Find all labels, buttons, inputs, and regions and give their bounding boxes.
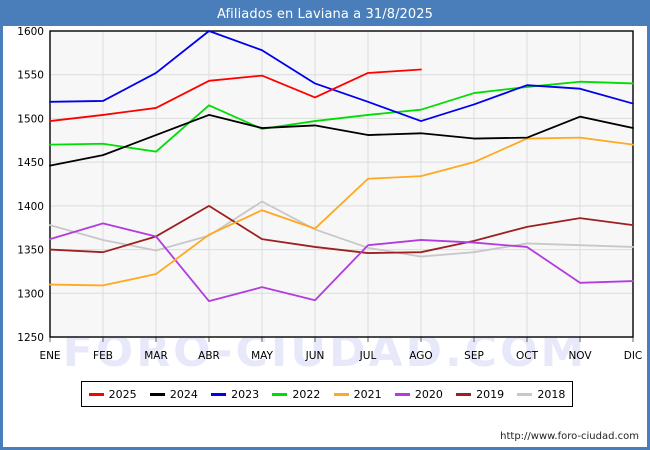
chart-legend: 2025 2024 2023 2022 2021 2020 2019 2018 <box>81 381 573 407</box>
legend-swatch-2022 <box>272 392 288 396</box>
y-axis-tick-label: 1500 <box>17 113 44 125</box>
legend-entry-2024[interactable]: 2024 <box>149 387 198 401</box>
legend-entry-2023[interactable]: 2023 <box>211 388 259 401</box>
series-line-2018[interactable] <box>49 200 634 258</box>
legend-label-2020: 2020 <box>414 387 443 401</box>
x-axis-tick-label: FEB <box>93 350 113 362</box>
legend-label-2019: 2019 <box>476 387 505 401</box>
y-axis-tick-label: 1400 <box>17 201 44 213</box>
legend-label-2024: 2024 <box>169 387 198 401</box>
legend-entry-2025[interactable]: 2025 <box>88 387 137 401</box>
legend-entry-2020[interactable]: 2020 <box>394 387 443 401</box>
y-axis-tick-label: 1250 <box>17 332 44 344</box>
y-axis-tick-label: 1450 <box>17 157 44 169</box>
x-axis-tick-label: JUN <box>305 350 325 362</box>
series-line-2025[interactable] <box>49 68 422 122</box>
legend-label-2023: 2023 <box>231 387 260 401</box>
legend-entry-2021[interactable]: 2021 <box>333 387 382 401</box>
x-axis-tick-label: ABR <box>198 350 220 362</box>
x-axis-tick-label: AGO <box>409 350 432 362</box>
legend-swatch-2023 <box>211 392 227 396</box>
y-axis-tick-label: 1300 <box>17 288 44 300</box>
legend-entry-2019[interactable]: 2019 <box>456 388 504 401</box>
legend-entry-2022[interactable]: 2022 <box>272 388 320 401</box>
x-axis-tick-label: ENE <box>39 350 60 362</box>
footer-url: http://www.foro-ciudad.com <box>500 431 639 442</box>
legend-swatch-2021 <box>333 392 349 396</box>
series-line-2023[interactable] <box>49 30 634 122</box>
legend-swatch-2025 <box>88 392 104 396</box>
x-axis-tick-label: SEP <box>464 350 484 362</box>
line-chart-svg: 1250 1300 1350 1400 1450 1500 1550 1600 ENE FEB MA… <box>17 26 643 362</box>
legend-swatch-2020 <box>394 392 410 396</box>
y-axis-tick-label: 1600 <box>17 26 44 38</box>
legend-label-2018: 2018 <box>537 387 566 401</box>
series-line-2019[interactable] <box>49 204 634 254</box>
legend-label-2021: 2021 <box>353 387 382 401</box>
series-line-2020[interactable] <box>49 222 634 303</box>
x-axis-tick-label: JUL <box>359 350 377 362</box>
chart-plot-area: FORO-CIUDAD.COM 1250 1300 1350 1400 1450 1500… <box>3 26 647 377</box>
legend-swatch-2018 <box>517 392 533 396</box>
legend-label-2025: 2025 <box>108 387 137 401</box>
x-axis-tick-label: MAY <box>251 350 273 362</box>
series-line-2021[interactable] <box>49 136 634 287</box>
x-axis-tick-label: NOV <box>568 350 592 362</box>
page-title: Afiliados en Laviana a 31/8/2025 <box>3 3 647 26</box>
x-axis-tick-label: MAR <box>144 350 168 362</box>
plot-frame <box>49 30 634 338</box>
plot-background <box>50 31 633 337</box>
x-axis-tick-label: OCT <box>516 350 539 362</box>
x-axis-tick-label: DIC <box>624 350 643 362</box>
series-line-2024[interactable] <box>49 114 634 167</box>
y-axis-tick-label: 1550 <box>17 70 44 82</box>
legend-label-2022: 2022 <box>292 387 321 401</box>
y-axis-tick-label: 1350 <box>17 245 44 257</box>
legend-swatch-2024 <box>149 392 165 396</box>
legend-swatch-2019 <box>456 392 472 396</box>
legend-entry-2018[interactable]: 2018 <box>517 388 565 401</box>
